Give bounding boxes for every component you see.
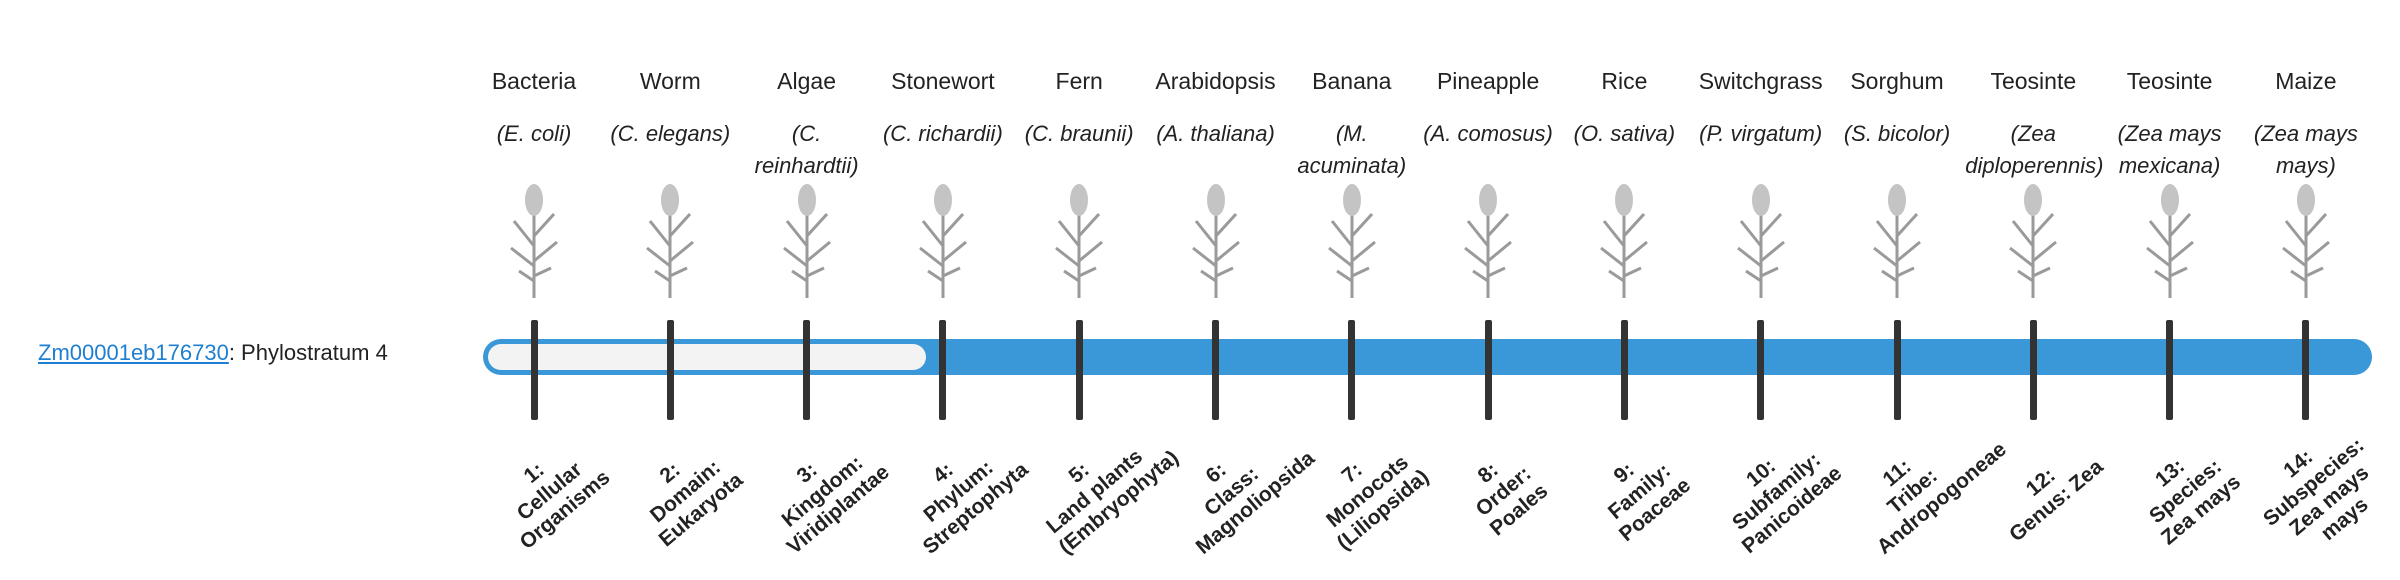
organism-image [1034,176,1124,301]
organism-image [1579,176,1669,301]
organism-name: Arabidopsis [1155,68,1276,94]
stratum-label: 13: Species: Zea mays [2114,424,2256,560]
stratum-tick [1348,320,1356,420]
stratum-label: 4: Phylum: Streptophyta [888,424,1033,560]
phylostratum-number: 4 [375,340,388,365]
organism-latin: (C. braunii) [1024,121,1134,146]
organism-latin: (C. elegans) [610,121,731,146]
gene-link[interactable]: Zm00001eb176730 [38,340,229,365]
organism-image [898,176,988,301]
stratum-tick [1620,320,1628,420]
stratum-tick [1075,320,1083,420]
organism-name: Teosinte [1990,68,2077,94]
organism-image [1852,176,1942,301]
organism-image [2125,176,2215,301]
phylostratum-label: : Phylostratum [228,340,370,365]
organism-name: Sorghum [1850,68,1944,94]
stratum-tick [666,320,674,420]
stratum-label: 9: Family: Poaceae [1569,424,1711,560]
stratum-tick [1757,320,1765,420]
organism-image [1171,176,1261,301]
stratum-label: 3: Kingdom: Viridiplantae [751,424,893,560]
organism-latin: (C. richardii) [882,121,1003,146]
stratum-label: 7: Monocots (Liliopsida) [1297,424,1439,560]
organism-latin: (E. coli) [496,121,572,146]
organism-name: Bacteria [491,68,577,94]
organism-image [1307,176,1397,301]
organism-name: Switchgrass [1698,68,1823,94]
organism-image [625,176,715,301]
stratum-tick [530,320,538,420]
organism-name: Pineapple [1436,68,1540,94]
organism-latin: (Zea mays mexicana) [2117,121,2222,178]
stratum-label: 1: Cellular Organisms [479,424,621,560]
stratum-tick [1212,320,1219,420]
organism-image [1716,176,1806,301]
stratum-label: 5: Land plants (Embryophyta) [1024,424,1183,560]
phylostratum-bar [483,339,2372,375]
stratum-label: 2: Domain: Eukaryota [615,424,757,560]
stratum-tick [2166,320,2174,420]
stratum-label: 10: Subfamily: Panicoideae [1706,424,1848,560]
organism-name: Banana [1312,68,1392,94]
organism-image [1443,176,1533,301]
stratum-tick [803,320,811,420]
organism-name: Stonewort [891,68,995,94]
stratum-label: 8: Order: Poales [1433,424,1575,560]
organism-latin: (Zea diploperennis) [1965,121,2104,178]
stratum-name: Subspecies: Zea mays mays [2258,433,2374,546]
stratum-tick [939,320,947,420]
organism-image [2261,176,2351,301]
stratum-tick [1893,320,1901,420]
organism-name: Teosinte [2126,68,2213,94]
organism-latin: (A. thaliana) [1156,121,1275,146]
organism-latin: (S. bicolor) [1843,121,1951,146]
organism-latin: (Zea mays mays) [2253,121,2358,178]
organism-image [762,176,852,301]
organism-latin: (P. virgatum) [1699,121,1823,146]
organism-latin: (A. comosus) [1423,121,1553,146]
organism-name: Algae [777,68,836,94]
stratum-label: 14: Subspecies: Zea mays mays [2243,415,2400,569]
organism-latin: (O. sativa) [1573,121,1676,146]
organism-image [1988,176,2078,301]
organism-name: Fern [1055,68,1103,94]
stratum-label: 11: Tribe: Andropogoneae [1842,424,2011,560]
stratum-tick [2029,320,2037,420]
stratum-label: 6: Class: Magnoliopsida [1160,424,1318,560]
organism-name: Rice [1601,68,1648,94]
organism-name: Worm [639,68,701,94]
bar-unfilled [488,344,926,370]
gene-label: Zm00001eb176730: Phylostratum 4 [38,340,388,366]
organism-latin: (M. acuminata) [1297,121,1407,178]
organism-latin: (C. reinhardtii) [754,121,859,178]
stratum-tick [1484,320,1492,420]
organism-image [489,176,579,301]
stratum-tick [2302,320,2310,420]
organism-name: Maize [2275,68,2337,94]
